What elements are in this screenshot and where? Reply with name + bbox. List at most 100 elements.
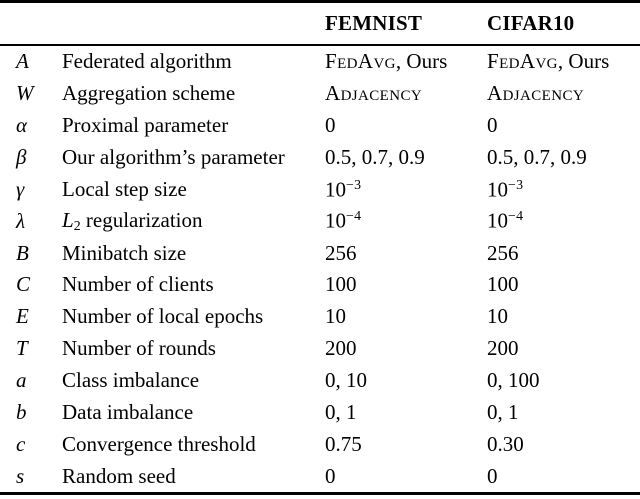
param-label-cell: Number of rounds — [62, 336, 325, 361]
param-symbol-cell: b — [16, 400, 62, 425]
text-segment: 0 — [487, 463, 498, 488]
text-segment: 10 — [325, 209, 346, 234]
column-header-femnist: FEMNIST — [325, 11, 423, 35]
text-segment: 0 — [325, 463, 336, 488]
param-symbol-cell: c — [16, 432, 62, 457]
cifar10-value-cell: 0 — [487, 464, 640, 489]
table-row: a Class imbalance 0, 10 0, 100 — [0, 365, 640, 397]
param-label-cell: Convergence threshold — [62, 432, 325, 457]
femnist-value-cell: 0.75 — [325, 432, 487, 457]
param-label-cell: Federated algorithm — [62, 49, 325, 74]
femnist-value-cell: 0.5, 0.7, 0.9 — [325, 145, 487, 170]
text-segment: 10 — [487, 177, 508, 202]
param-symbol-cell: A — [16, 49, 62, 74]
text-segment: Random seed — [62, 463, 176, 488]
cifar10-value-cell: 10−4 — [487, 208, 640, 234]
param-symbol-cell: T — [16, 336, 62, 361]
table-row: C Number of clients 100 100 — [0, 269, 640, 301]
cifar10-value-cell: 10−3 — [487, 177, 640, 203]
femnist-value-cell: 0 — [325, 113, 487, 138]
cifar10-value-cell: 256 — [487, 241, 640, 266]
table-row: s Random seed 0 0 — [0, 460, 640, 492]
text-segment: b — [16, 399, 27, 424]
text-segment: s — [16, 463, 25, 488]
param-symbol-cell: α — [16, 113, 62, 138]
table-top-rule — [0, 0, 640, 3]
table-row: λ L2 regularization 10−4 10−4 — [0, 205, 640, 237]
text-segment: 0.30 — [487, 431, 524, 456]
param-symbol-cell: W — [16, 81, 62, 106]
text-segment: Data imbalance — [62, 399, 194, 424]
text-segment: 2 — [73, 218, 81, 234]
text-segment: Minibatch size — [62, 240, 187, 265]
cifar10-value-cell: 0, 1 — [487, 400, 640, 425]
cifar10-value-cell: 0.30 — [487, 432, 640, 457]
param-symbol-cell: s — [16, 464, 62, 489]
text-segment: Proximal parameter — [62, 113, 229, 138]
text-segment: 0, 1 — [487, 399, 519, 424]
text-segment: L — [62, 208, 74, 233]
text-segment: −4 — [346, 208, 362, 224]
table-row: B Minibatch size 256 256 — [0, 237, 640, 269]
cifar10-value-cell: 100 — [487, 272, 640, 297]
param-label-cell: Number of local epochs — [62, 304, 325, 329]
text-segment: Number of rounds — [62, 336, 216, 361]
param-symbol-cell: λ — [16, 209, 62, 234]
text-segment: C — [16, 272, 31, 297]
table-header-row: FEMNIST CIFAR10 — [0, 3, 640, 44]
text-segment: β — [16, 145, 27, 169]
table-row: A Federated algorithm FedAvg, Ours FedAvg, … — [0, 46, 640, 78]
table-mid-rule — [0, 44, 640, 46]
text-segment: Adjacency — [325, 81, 423, 106]
param-symbol-cell: C — [16, 272, 62, 297]
cifar10-value-cell: Adjacency — [487, 81, 640, 106]
text-segment: 0, 100 — [487, 368, 540, 393]
param-label-cell: Proximal parameter — [62, 113, 325, 138]
param-symbol-cell: a — [16, 368, 62, 393]
text-segment: 0 — [325, 113, 336, 138]
text-segment: FedAvg — [487, 49, 558, 74]
table-row: c Convergence threshold 0.75 0.30 — [0, 428, 640, 460]
text-segment: , Ours — [395, 49, 448, 74]
text-segment: 0, 1 — [325, 399, 357, 424]
text-segment: W — [16, 81, 34, 106]
text-segment: −3 — [346, 176, 362, 192]
femnist-value-cell: 200 — [325, 336, 487, 361]
text-segment: 10 — [325, 304, 346, 329]
cifar10-value-cell: 0 — [487, 113, 640, 138]
param-label-cell: Class imbalance — [62, 368, 325, 393]
text-segment: 0.75 — [325, 431, 362, 456]
text-segment: 10 — [487, 209, 508, 234]
text-segment: Aggregation scheme — [62, 81, 236, 106]
column-header-cifar10: CIFAR10 — [487, 11, 575, 35]
text-segment: Convergence threshold — [62, 431, 256, 456]
femnist-value-cell: 256 — [325, 241, 487, 266]
text-segment: 0, 10 — [325, 368, 367, 393]
cifar10-value-cell: 0, 100 — [487, 368, 640, 393]
femnist-value-cell: 0 — [325, 464, 487, 489]
text-segment: 0.5, 0.7, 0.9 — [325, 145, 425, 169]
femnist-value-cell: 10 — [325, 304, 487, 329]
femnist-value-cell: 10−3 — [325, 177, 487, 203]
text-segment: Number of clients — [62, 272, 214, 297]
param-symbol-cell: E — [16, 304, 62, 329]
femnist-value-cell: 0, 1 — [325, 400, 487, 425]
text-segment: −3 — [508, 176, 524, 192]
cifar10-value-cell: FedAvg, Ours — [487, 49, 640, 74]
text-segment: Our algorithm’s parameter — [62, 145, 285, 169]
text-segment: 10 — [325, 177, 346, 202]
table-row: α Proximal parameter 0 0 — [0, 110, 640, 142]
text-segment: 100 — [487, 272, 519, 297]
param-symbol-cell: γ — [16, 177, 62, 202]
femnist-value-cell: FedAvg, Ours — [325, 49, 487, 74]
text-segment: T — [16, 336, 28, 361]
cifar10-value-cell: 10 — [487, 304, 640, 329]
text-segment: γ — [16, 176, 25, 201]
param-label-cell: Our algorithm’s parameter — [62, 145, 325, 170]
param-symbol-cell: β — [16, 145, 62, 170]
text-segment: A — [16, 49, 29, 74]
text-segment: FedAvg — [325, 49, 396, 74]
param-label-cell: Aggregation scheme — [62, 81, 325, 106]
text-segment: α — [16, 113, 28, 138]
